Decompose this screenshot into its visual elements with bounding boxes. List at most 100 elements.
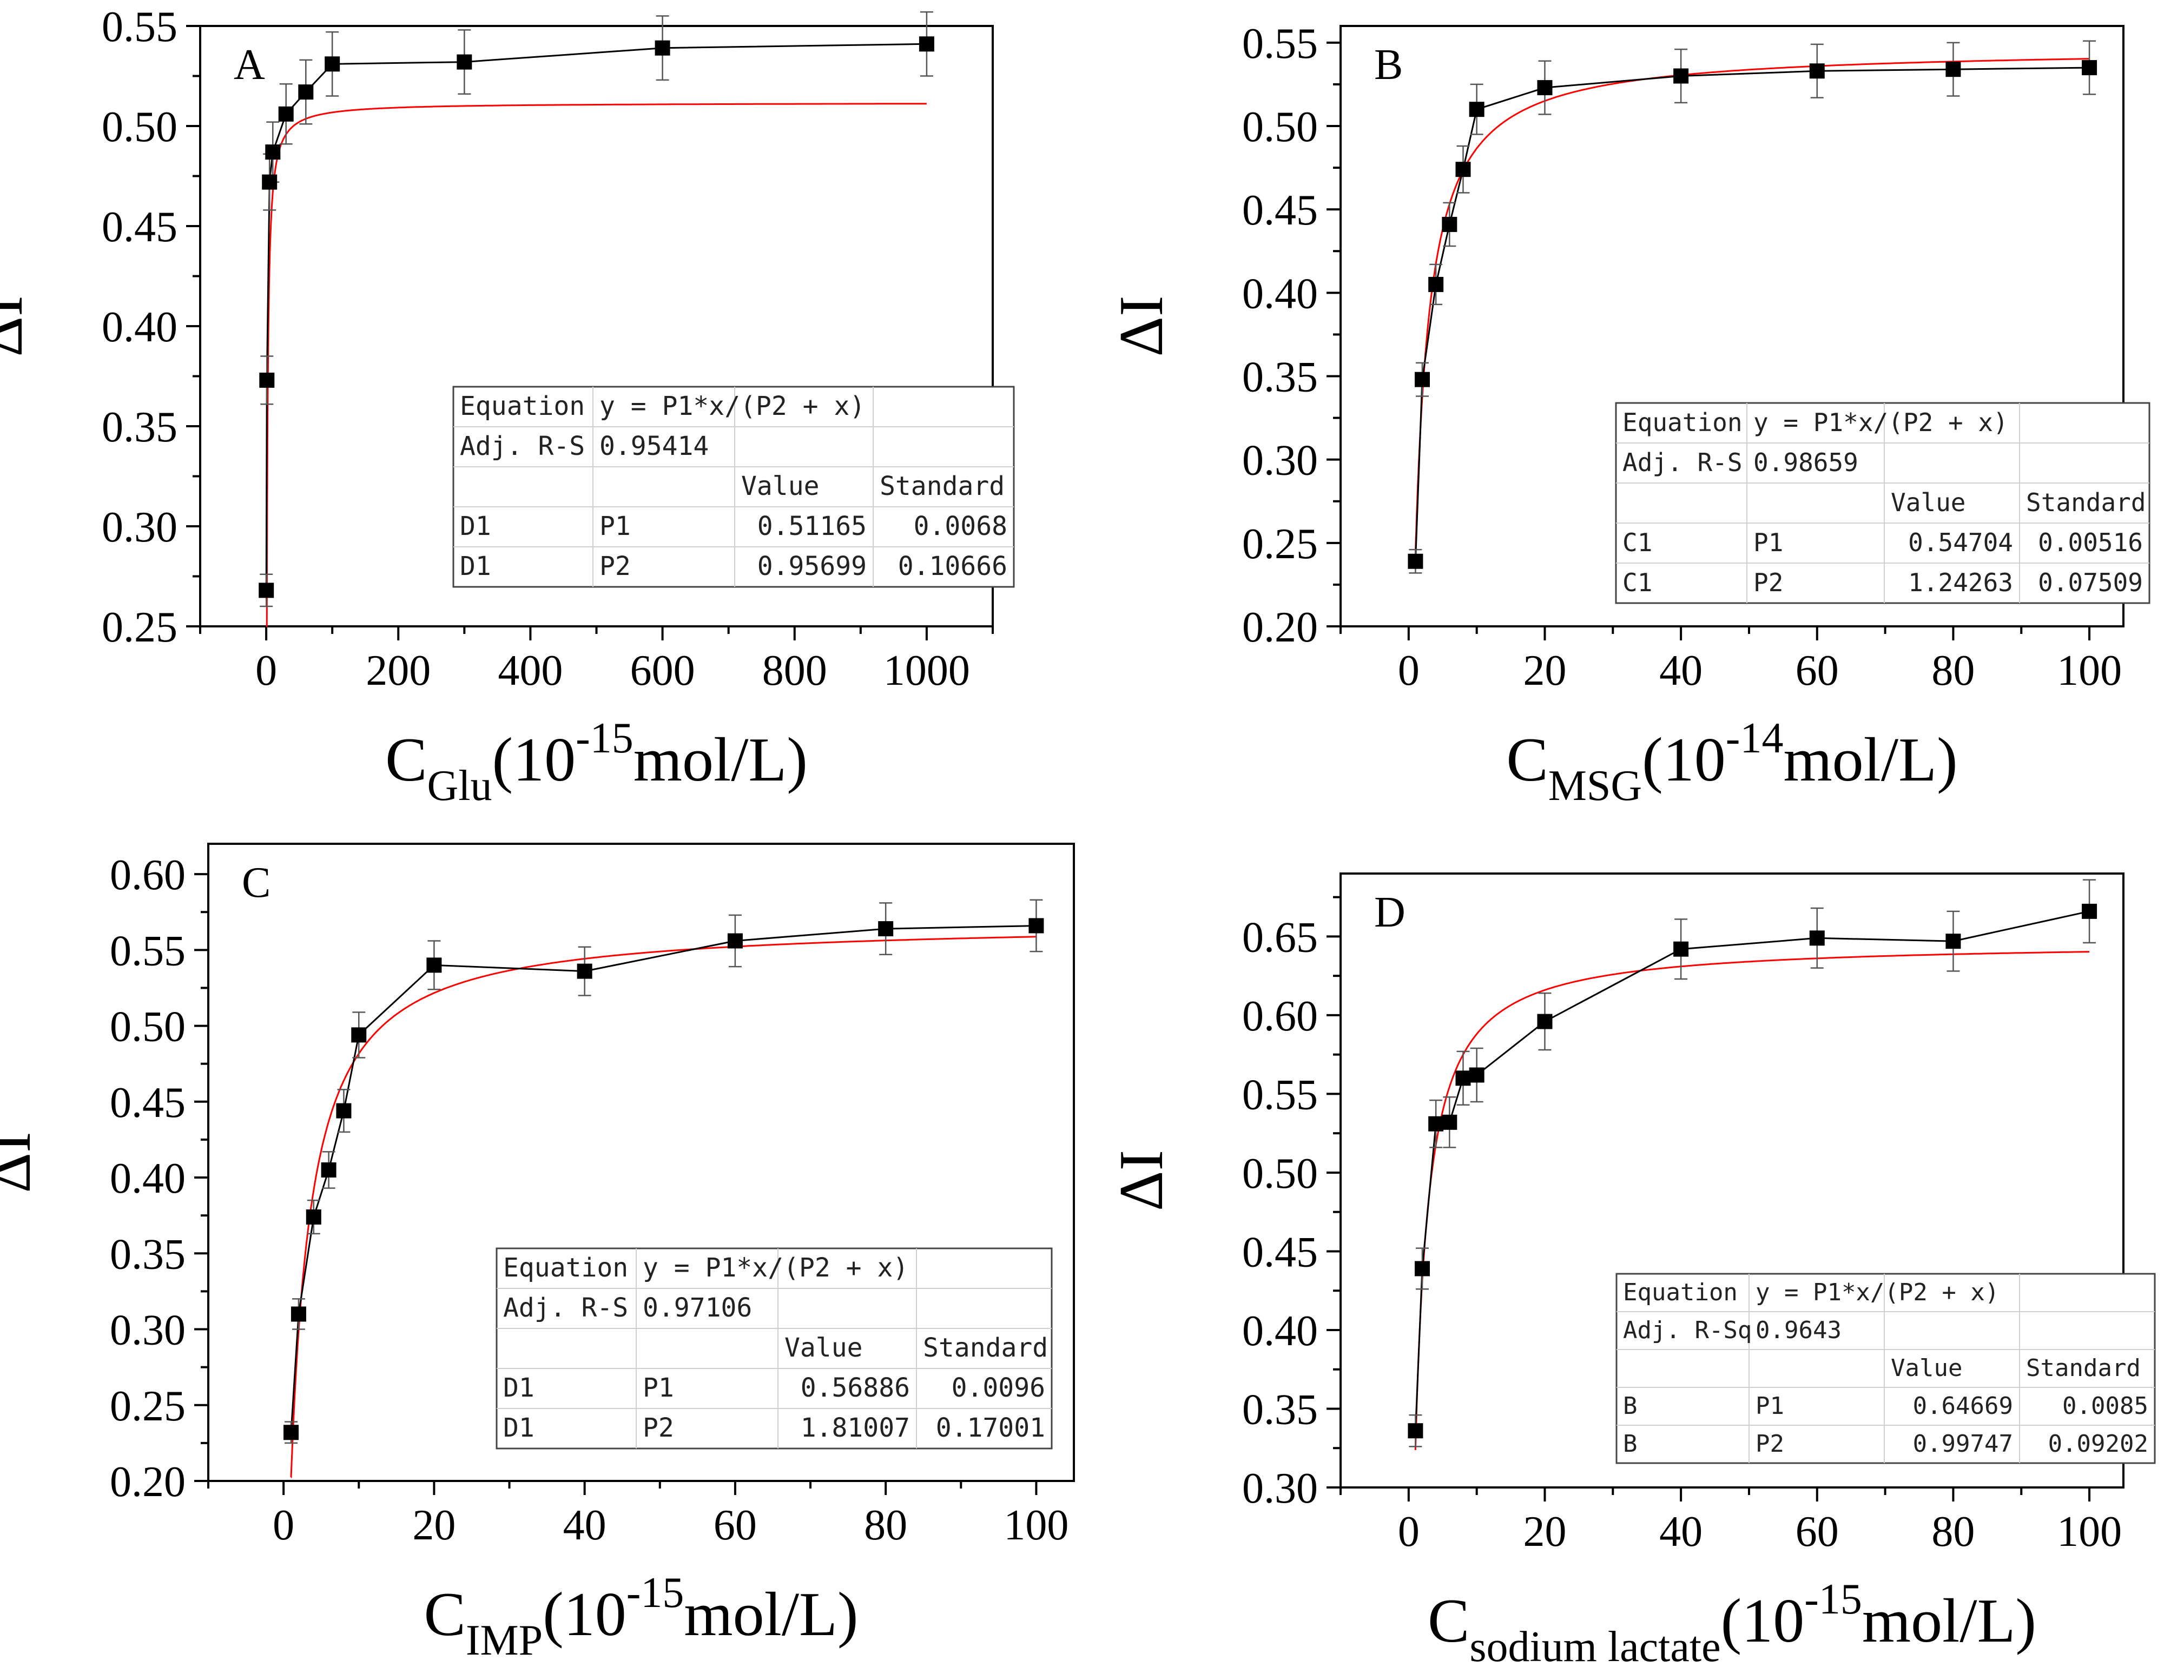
y-tick-label: 0.25	[1242, 520, 1318, 568]
fit-table-border	[1615, 402, 2150, 604]
x-tick-label: 40	[563, 1502, 606, 1549]
y-tick-label: 0.40	[1242, 1307, 1318, 1355]
x-tick-label: 0	[1398, 647, 1420, 695]
data-point	[1945, 62, 1961, 77]
data-point	[1469, 102, 1484, 117]
data-point	[1414, 372, 1430, 387]
y-tick-label: 0.60	[110, 851, 186, 899]
y-tick-label: 0.45	[110, 1079, 186, 1127]
x-tick-label: 20	[1523, 647, 1566, 695]
fit-table-cell: P1	[599, 511, 631, 541]
fit-table-border	[452, 386, 1015, 588]
data-point	[278, 106, 294, 122]
fit-table-cell: Adj. R-Sq	[1623, 1317, 1752, 1344]
fit-table-cell: Equation	[503, 1253, 628, 1283]
fit-table-cell: 0.51165	[757, 511, 867, 541]
fit-table-cell: 0.17001	[936, 1413, 1045, 1443]
x-axis-label-unit-post: mol/L)	[1862, 1586, 2036, 1656]
data-point	[283, 1425, 299, 1440]
x-tick-label: 0	[255, 647, 277, 695]
x-axis-label: CIMP(10-15mol/L)	[424, 1569, 858, 1664]
fit-table: Equation y = P1*x/(P2 + x)Adj. R-Sq 0.9643…	[1615, 1273, 2156, 1464]
panel-a: 0 200 400 600 800 1000 0.25 0.30 0.35 0.40 0.45 0.5…	[0, 3, 1015, 810]
data-point	[1673, 68, 1689, 84]
data-point	[325, 56, 340, 72]
data-point	[265, 144, 281, 160]
x-axis-label-main: C	[424, 1580, 465, 1649]
x-axis-label-main: C	[1506, 725, 1548, 795]
fit-table-cell: C1	[1622, 528, 1652, 557]
x-tick-label: 100	[2057, 1508, 2122, 1556]
fit-table-cell: Standard	[2026, 488, 2146, 517]
data-point	[655, 40, 670, 56]
y-tick-label: 0.55	[1242, 20, 1318, 68]
y-tick-label: 0.45	[1242, 187, 1318, 234]
data-point	[426, 957, 442, 973]
x-axis-label-unit-post: mol/L)	[634, 725, 808, 795]
x-tick-label: 80	[1931, 647, 1975, 695]
x-axis-label-exponent: -15	[576, 715, 634, 762]
x-axis-label-exponent: -14	[1726, 715, 1784, 762]
panel-letter: A	[234, 41, 265, 89]
fit-table-cell: D1	[503, 1373, 535, 1403]
fit-table-cell: y = P1*x/(P2 + x)	[1753, 408, 2008, 437]
plot-frame	[1340, 25, 2124, 627]
fit-table-cell: 0.0096	[952, 1373, 1045, 1403]
panel-d: 0 20 40 60 80 100 0.30 0.35 0.40 0.45 0.50 0.55 0.60…	[1107, 872, 2156, 1671]
fit-table-cell: P2	[1756, 1430, 1784, 1458]
data-point	[1537, 80, 1553, 96]
fit-table-cell: Standard	[923, 1333, 1048, 1363]
data-point	[259, 583, 274, 598]
fit-table-cell: Standard	[2026, 1354, 2141, 1382]
y-tick-label: 0.55	[1242, 1071, 1318, 1119]
y-tick-label: 0.50	[1242, 1150, 1318, 1198]
y-tick-label: 0.50	[1242, 103, 1318, 151]
fit-table-cell: 0.95414	[599, 431, 709, 461]
fit-table-cell: P2	[599, 551, 631, 581]
fit-table-cell: Equation	[1622, 408, 1743, 437]
data-point	[2082, 60, 2097, 76]
panel-c: 0 20 40 60 80 100 0.20 0.25 0.30 0.35 0.40 0.45 0.50…	[0, 843, 1075, 1664]
y-axis-label: ΔI	[0, 295, 36, 356]
fit-table-cell: 0.10666	[898, 551, 1007, 581]
y-tick-label: 0.60	[1242, 993, 1318, 1040]
fit-table-border	[496, 1247, 1053, 1450]
fit-table-cell: 0.9643	[1756, 1317, 1842, 1344]
data-point	[1809, 63, 1825, 79]
data-point	[1455, 1070, 1471, 1086]
data-point	[1442, 216, 1457, 232]
fit-table-cell: y = P1*x/(P2 + x)	[599, 391, 865, 421]
fit-table-cell: Equation	[1623, 1279, 1738, 1306]
data-point	[262, 174, 278, 190]
x-tick-label: 100	[2057, 647, 2122, 695]
series-line	[265, 43, 927, 591]
y-tick-label: 0.55	[110, 927, 186, 975]
panel-letter: B	[1374, 41, 1403, 89]
y-tick-label: 0.20	[110, 1458, 186, 1506]
fit-table-cell: 0.07509	[2038, 568, 2143, 597]
data-point	[919, 36, 934, 52]
x-axis-label-subscript: MSG	[1548, 762, 1642, 810]
x-axis-label-unit-pre: (10	[1642, 725, 1726, 795]
y-tick-label: 0.65	[1242, 914, 1318, 961]
y-axis-label: ΔI	[1107, 1150, 1176, 1211]
x-axis-label-unit-post: mol/L)	[684, 1580, 858, 1649]
data-point	[878, 921, 894, 937]
y-tick-label: 0.30	[1242, 437, 1318, 485]
data-point	[1455, 162, 1471, 177]
fit-table-cell: 0.09202	[2048, 1430, 2148, 1458]
x-axis-label-subscript: IMP	[466, 1617, 543, 1664]
data-point	[1945, 934, 1961, 949]
data-point	[1408, 1423, 1423, 1439]
fit-table-cell: Adj. R-S	[1622, 448, 1743, 477]
data-point	[259, 372, 275, 388]
fit-table-cell: P2	[1753, 568, 1783, 597]
fit-table-cell: y = P1*x/(P2 + x)	[1756, 1279, 1999, 1306]
data-point	[1028, 918, 1044, 934]
fit-table-cell: 0.99747	[1913, 1430, 2013, 1458]
x-tick-label: 40	[1659, 1508, 1703, 1556]
fit-table-cell: 0.56886	[801, 1373, 910, 1403]
x-axis-label: CGlu(10-15mol/L)	[385, 715, 808, 810]
fit-table-cell: 1.24263	[1908, 568, 2013, 597]
